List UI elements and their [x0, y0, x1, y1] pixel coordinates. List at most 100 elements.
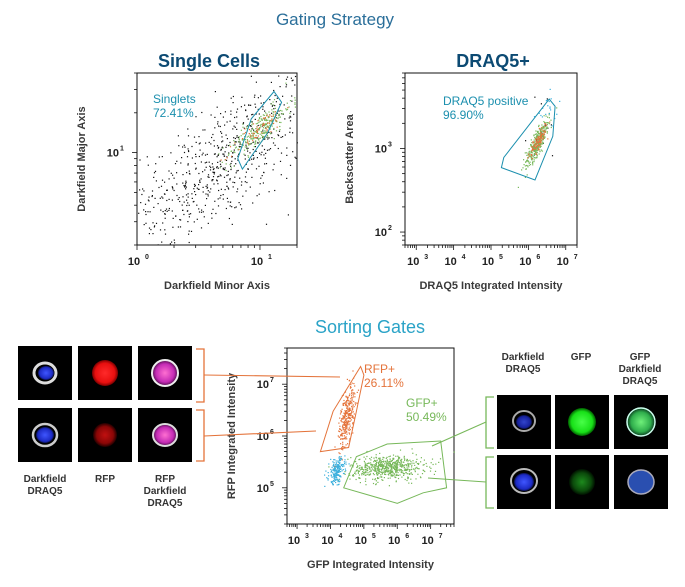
- data-point: [540, 142, 542, 144]
- scatter-points: [517, 88, 561, 188]
- data-point: [396, 464, 398, 466]
- data-point: [354, 393, 356, 395]
- data-point: [164, 233, 167, 235]
- data-point: [340, 410, 342, 412]
- data-point: [373, 457, 375, 459]
- data-point: [263, 154, 265, 156]
- data-point: [405, 464, 407, 466]
- data-point: [245, 109, 247, 112]
- data-point: [364, 480, 367, 482]
- data-point: [347, 398, 349, 400]
- data-point: [285, 109, 288, 111]
- data-point: [364, 467, 366, 469]
- data-point: [230, 97, 232, 99]
- data-point: [294, 156, 296, 158]
- data-point: [406, 460, 408, 462]
- data-point: [393, 461, 395, 463]
- data-point: [219, 163, 222, 165]
- data-point: [541, 150, 543, 152]
- data-point: [250, 135, 253, 137]
- data-point: [541, 130, 543, 132]
- scatter-points: [138, 75, 298, 246]
- data-point: [397, 455, 399, 457]
- data-point: [532, 147, 534, 149]
- data-point: [392, 462, 394, 464]
- data-point: [226, 185, 228, 187]
- data-point: [384, 463, 386, 465]
- data-point: [176, 194, 178, 197]
- data-point: [342, 449, 344, 451]
- data-point: [407, 460, 409, 462]
- data-point: [229, 144, 231, 146]
- data-point: [290, 116, 292, 118]
- data-point: [218, 125, 220, 127]
- data-point: [200, 227, 203, 229]
- data-point: [533, 116, 536, 118]
- data-point: [340, 457, 342, 460]
- data-point: [290, 77, 292, 79]
- data-point: [331, 466, 333, 468]
- data-point: [234, 151, 236, 154]
- data-point: [333, 468, 335, 470]
- data-point: [174, 163, 177, 165]
- data-point: [347, 414, 349, 416]
- data-point: [345, 415, 347, 417]
- data-point: [214, 200, 216, 202]
- data-point: [537, 134, 539, 136]
- data-point: [279, 121, 281, 123]
- data-point: [269, 119, 271, 122]
- data-point: [348, 413, 350, 415]
- data-point: [206, 187, 208, 189]
- data-point: [341, 435, 344, 437]
- data-point: [400, 461, 402, 463]
- data-point: [285, 84, 288, 86]
- data-point: [393, 465, 395, 467]
- data-point: [262, 129, 264, 131]
- data-point: [397, 472, 399, 474]
- data-point: [210, 166, 212, 169]
- data-point: [352, 474, 354, 476]
- data-point: [342, 403, 344, 405]
- data-point: [387, 462, 389, 464]
- data-point: [376, 474, 378, 476]
- data-point: [251, 176, 253, 178]
- data-point: [379, 457, 381, 459]
- data-point: [533, 134, 535, 136]
- data-point: [535, 140, 537, 142]
- data-point: [247, 135, 250, 137]
- data-point: [339, 428, 341, 430]
- data-point: [237, 149, 239, 151]
- data-point: [252, 148, 254, 151]
- data-point: [532, 149, 535, 151]
- data-point: [234, 176, 236, 178]
- data-point: [256, 137, 258, 139]
- data-point: [249, 134, 251, 136]
- data-point: [254, 146, 256, 148]
- data-point: [267, 125, 269, 127]
- data-point: [217, 205, 220, 207]
- data-point: [345, 463, 347, 465]
- data-point: [253, 129, 255, 131]
- data-point: [334, 468, 336, 470]
- data-point: [334, 475, 336, 477]
- data-point: [266, 149, 269, 151]
- data-point: [336, 466, 338, 468]
- data-point: [341, 408, 343, 410]
- data-point: [273, 122, 275, 124]
- data-point: [219, 160, 221, 162]
- data-point: [544, 124, 546, 126]
- data-point: [335, 465, 337, 467]
- data-point: [543, 121, 545, 123]
- data-point: [232, 128, 234, 130]
- data-point: [341, 464, 343, 466]
- data-point: [184, 184, 186, 187]
- data-point: [285, 86, 287, 88]
- data-point: [366, 463, 368, 465]
- data-point: [348, 403, 350, 405]
- data-point: [217, 161, 219, 163]
- data-point: [348, 379, 351, 381]
- data-point: [333, 463, 335, 465]
- data-point: [242, 133, 244, 135]
- data-point: [342, 425, 344, 427]
- data-point: [151, 195, 153, 198]
